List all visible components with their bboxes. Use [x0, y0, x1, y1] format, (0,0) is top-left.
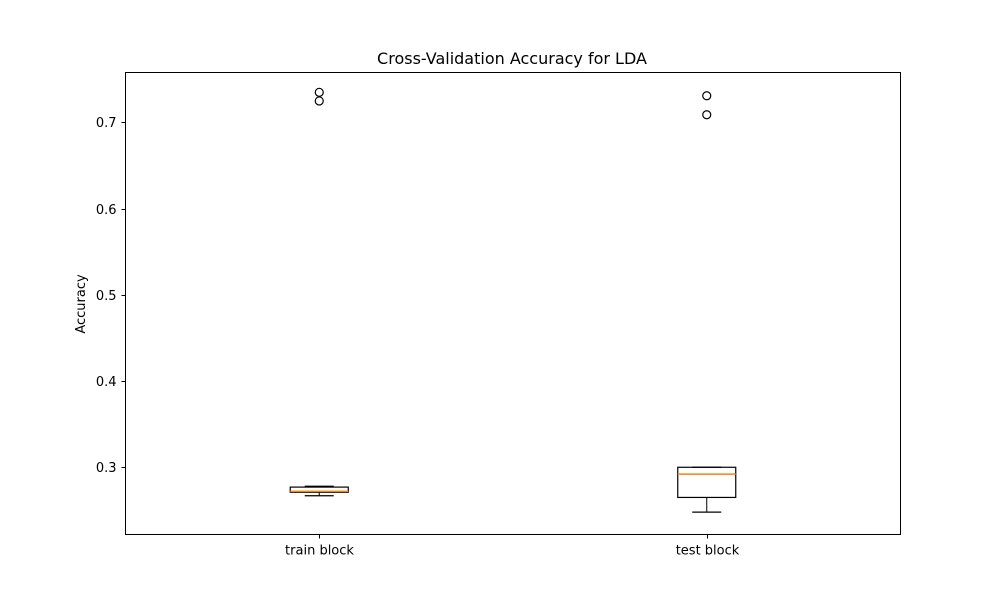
y-tick-label: 0.5: [96, 289, 117, 304]
chart-title: Cross-Validation Accuracy for LDA: [377, 49, 647, 68]
y-tick-label: 0.6: [96, 203, 117, 218]
outlier-point: [702, 91, 712, 101]
outlier-point: [702, 110, 712, 120]
outlier-point: [314, 87, 324, 97]
box-iqr: [289, 486, 349, 493]
y-tick-label: 0.3: [96, 461, 117, 476]
box-iqr: [677, 466, 737, 499]
outlier-point: [314, 96, 324, 106]
y-tick-label: 0.4: [96, 375, 117, 390]
axes-frame: [125, 72, 901, 535]
y-axis-label: Accuracy: [74, 274, 89, 334]
x-tick-label: test block: [676, 544, 740, 559]
plot-area: 0.3 0.4 0.5 0.6 0.7 train block test block: [96, 87, 740, 559]
x-tick-label: train block: [285, 544, 354, 559]
y-tick-label: 0.7: [96, 116, 117, 131]
